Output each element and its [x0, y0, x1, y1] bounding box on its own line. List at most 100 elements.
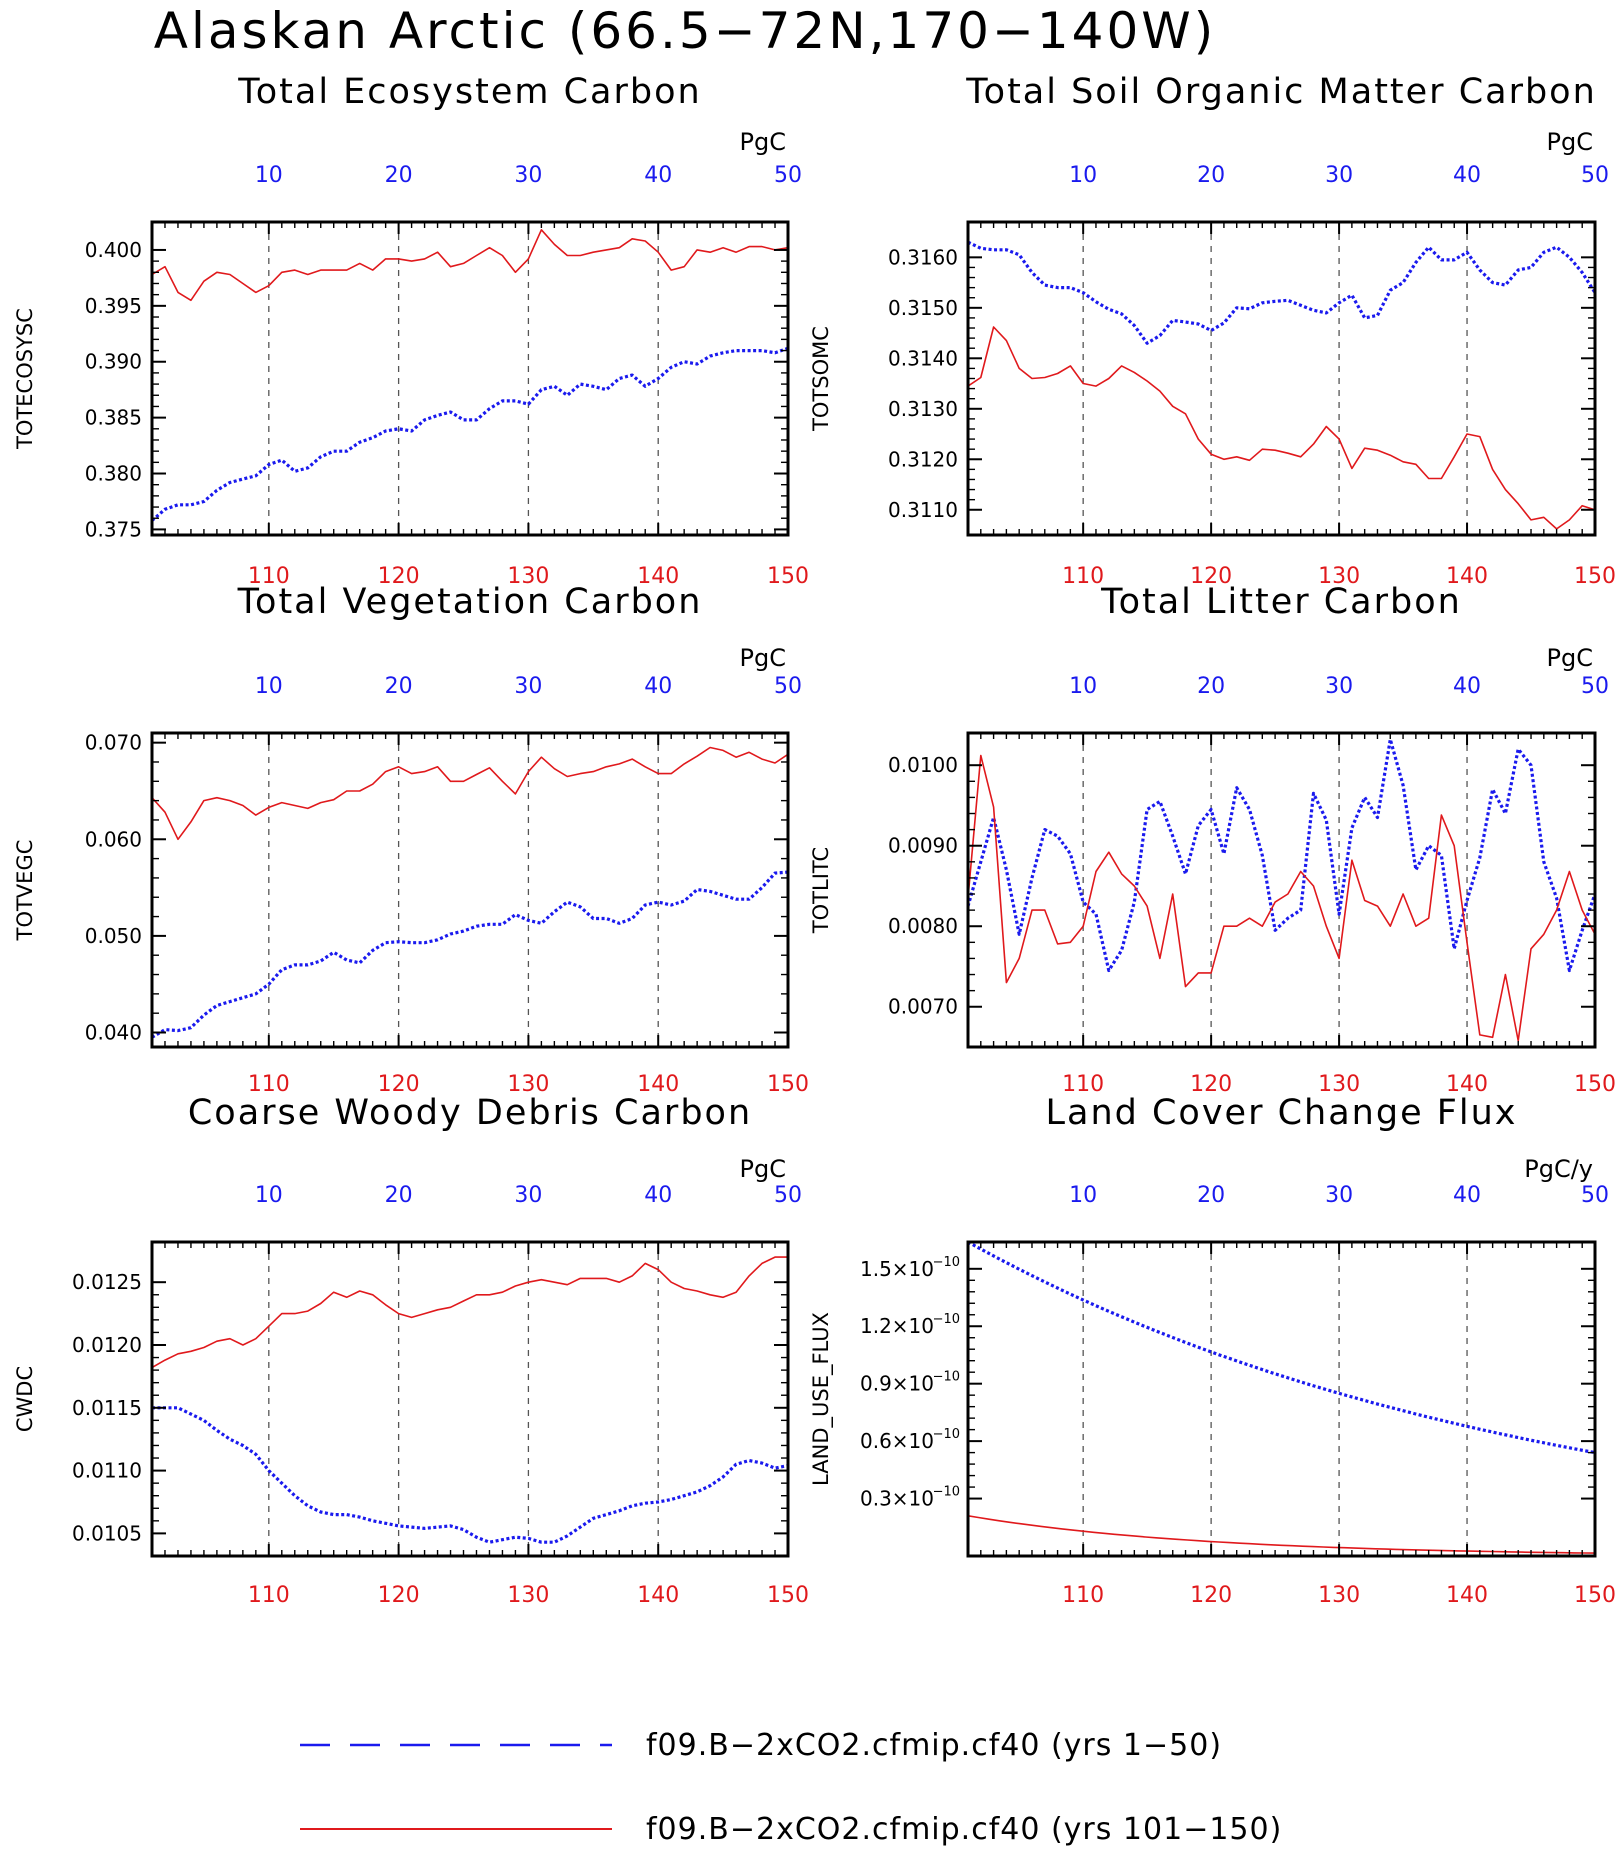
y-tick-label: 0.3130 [888, 397, 958, 421]
y-tick-label: 0.0105 [72, 1521, 142, 1545]
plot-frame [150, 220, 790, 537]
x-top-tick-label: 10 [1069, 1183, 1097, 1208]
y-tick-label: 0.9×10 [860, 1372, 934, 1396]
x-bottom-tick-label: 130 [507, 1072, 549, 1097]
series-line-yrs-101-150 [968, 1515, 1595, 1554]
panel-title: Land Cover Change Flux [1046, 1093, 1518, 1133]
x-bottom-tick-label: 120 [1190, 1072, 1232, 1097]
x-top-tick-label: 40 [1453, 1183, 1481, 1208]
panel-6: Land Cover Change Flux0.3×10−100.6×10−10… [809, 1093, 1616, 1608]
series-group [968, 737, 1595, 1042]
y-tick-label: 0.390 [85, 350, 142, 374]
x-top-tick-label: 50 [774, 674, 802, 699]
y-tick-label: 0.3150 [888, 296, 958, 320]
series-line-yrs-1-50 [968, 240, 1595, 345]
x-top-tick-label: 10 [255, 1183, 283, 1208]
units-label: PgC [740, 128, 786, 156]
x-bottom-tick-label: 140 [637, 1583, 679, 1608]
x-top-tick-label: 20 [385, 163, 413, 188]
x-top-tick-label: 40 [644, 163, 672, 188]
y-tick-exponent: −10 [933, 1485, 960, 1500]
series-line-yrs-101-150 [968, 754, 1595, 1042]
y-tick-label: 0.3140 [888, 346, 958, 370]
y-tick-exponent: −10 [933, 1427, 960, 1442]
x-top-tick-label: 30 [1325, 674, 1353, 699]
plot-frame [966, 1240, 1597, 1558]
y-tick-exponent: −10 [933, 1370, 960, 1385]
legend: f09.B−2xCO2.cfmip.cf40 (yrs 1−50) f09.B−2… [300, 1728, 1281, 1847]
y-axis-label: TOTVEGC [13, 840, 37, 942]
y-tick-label: 0.0110 [72, 1459, 142, 1483]
y-tick-label: 0.0070 [888, 995, 958, 1019]
y-tick-label: 1.2×10 [860, 1314, 934, 1338]
series-line-yrs-101-150 [968, 326, 1595, 530]
x-top-tick-label: 10 [1069, 674, 1097, 699]
y-tick-label: 0.050 [85, 924, 142, 948]
y-tick-exponent: −10 [933, 1312, 960, 1327]
series-group [968, 1242, 1595, 1554]
panel-title: Total Vegetation Carbon [237, 582, 703, 622]
x-bottom-tick-label: 120 [378, 564, 420, 589]
x-bottom-tick-label: 140 [1446, 564, 1488, 589]
x-top-tick-label: 50 [1581, 163, 1609, 188]
x-top-tick-label: 50 [774, 1183, 802, 1208]
units-label: PgC [1547, 644, 1593, 672]
x-bottom-tick-label: 120 [378, 1583, 420, 1608]
series-line-yrs-1-50 [152, 1406, 788, 1544]
x-bottom-tick-label: 140 [1446, 1072, 1488, 1097]
series-group [152, 1256, 788, 1544]
x-bottom-tick-label: 110 [248, 1583, 290, 1608]
x-bottom-tick-label: 130 [507, 1583, 549, 1608]
x-bottom-tick-label: 150 [1574, 1072, 1616, 1097]
y-tick-label: 1.5×10 [860, 1257, 934, 1281]
x-top-tick-label: 50 [1581, 1183, 1609, 1208]
x-bottom-tick-label: 130 [507, 564, 549, 589]
series-line-yrs-101-150 [152, 1256, 788, 1369]
y-tick-label: 0.060 [85, 827, 142, 851]
x-top-tick-label: 30 [1325, 163, 1353, 188]
y-tick-label: 0.0090 [888, 834, 958, 858]
y-axis-label: CWDC [13, 1366, 37, 1432]
legend-label-yrs-1-50: f09.B−2xCO2.cfmip.cf40 (yrs 1−50) [646, 1728, 1222, 1763]
x-top-tick-label: 30 [1325, 1183, 1353, 1208]
x-top-tick-label: 10 [255, 163, 283, 188]
x-bottom-tick-label: 120 [1190, 1583, 1232, 1608]
panel-4: Total Litter Carbon 0.0070 0.0080 0.0090 0.0… [809, 582, 1616, 1097]
y-tick-label: 0.375 [85, 517, 142, 541]
x-bottom-tick-label: 110 [1062, 1583, 1104, 1608]
x-top-tick-label: 40 [644, 674, 672, 699]
series-line-yrs-1-50 [152, 346, 788, 522]
x-bottom-tick-label: 110 [1062, 1072, 1104, 1097]
x-bottom-tick-label: 120 [378, 1072, 420, 1097]
x-bottom-tick-label: 150 [767, 1072, 809, 1097]
plot-frame [966, 731, 1597, 1049]
series-group [968, 240, 1595, 530]
plot-frame [150, 1240, 790, 1558]
x-bottom-tick-label: 110 [248, 1072, 290, 1097]
x-bottom-tick-label: 110 [248, 564, 290, 589]
y-tick-label: 0.070 [85, 731, 142, 755]
x-top-tick-label: 30 [514, 163, 542, 188]
series-line-yrs-101-150 [152, 229, 788, 302]
units-label: PgC [740, 1155, 786, 1183]
series-line-yrs-1-50 [152, 870, 788, 1039]
panel-title: Total Soil Organic Matter Carbon [965, 72, 1597, 112]
panel-title: Total Litter Carbon [1100, 582, 1462, 622]
series-line-yrs-101-150 [152, 746, 788, 841]
y-tick-label: 0.0115 [72, 1396, 142, 1420]
panel-title: Coarse Woody Debris Carbon [188, 1093, 752, 1133]
panel-2: Total Soil Organic Matter Carbon 0.3110 0.… [809, 72, 1616, 589]
x-bottom-tick-label: 150 [1574, 564, 1616, 589]
x-top-tick-label: 30 [514, 674, 542, 699]
x-top-tick-label: 10 [255, 674, 283, 699]
x-bottom-tick-label: 140 [637, 1072, 679, 1097]
y-tick-label: 0.3110 [888, 498, 958, 522]
units-label: PgC/y [1524, 1155, 1593, 1183]
x-bottom-tick-label: 150 [767, 1583, 809, 1608]
plot-frame [150, 731, 790, 1049]
panel-title: Total Ecosystem Carbon [237, 72, 701, 112]
x-bottom-tick-label: 140 [637, 564, 679, 589]
y-tick-exponent: −10 [933, 1255, 960, 1270]
series-line-yrs-1-50 [968, 1242, 1595, 1455]
x-bottom-tick-label: 120 [1190, 564, 1232, 589]
